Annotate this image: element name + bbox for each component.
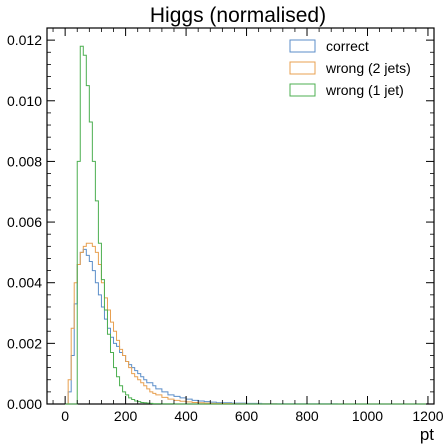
- y-tick-label: 0.008: [7, 153, 42, 169]
- x-tick-label: 200: [114, 408, 138, 424]
- legend-label: wrong (2 jets): [325, 60, 411, 76]
- y-tick-label: 0.012: [7, 32, 42, 48]
- y-tick-label: 0.010: [7, 93, 42, 109]
- series-layer: [65, 45, 428, 405]
- x-tick-label: 1000: [352, 408, 383, 424]
- histogram-series-2: [65, 242, 428, 405]
- x-tick-label: 0: [61, 408, 69, 424]
- chart-title: Higgs (normalised): [150, 4, 326, 27]
- x-tick-label: 800: [295, 408, 319, 424]
- legend-swatch: [289, 61, 316, 75]
- y-tick-label: 0.006: [7, 214, 42, 230]
- histogram-series-1: [65, 248, 428, 405]
- legend: correct wrong (2 jets) wrong (1 jet): [289, 38, 411, 98]
- x-axis-title: pt: [420, 425, 434, 444]
- legend-swatch: [289, 83, 316, 97]
- legend-label: wrong (1 jet): [325, 82, 404, 98]
- x-tick-label: 600: [235, 408, 259, 424]
- y-tick-label: 0.000: [7, 396, 42, 412]
- ticks-layer: 0 200 400 600 800 1000 1200 0.000 0.002 0.004 0.00…: [7, 27, 444, 424]
- x-tick-label: 1200: [412, 408, 443, 424]
- x-tick-label: 400: [174, 408, 198, 424]
- legend-swatch: [289, 39, 316, 53]
- y-tick-label: 0.004: [7, 275, 42, 291]
- legend-label: correct: [326, 38, 369, 54]
- y-tick-label: 0.002: [7, 335, 42, 351]
